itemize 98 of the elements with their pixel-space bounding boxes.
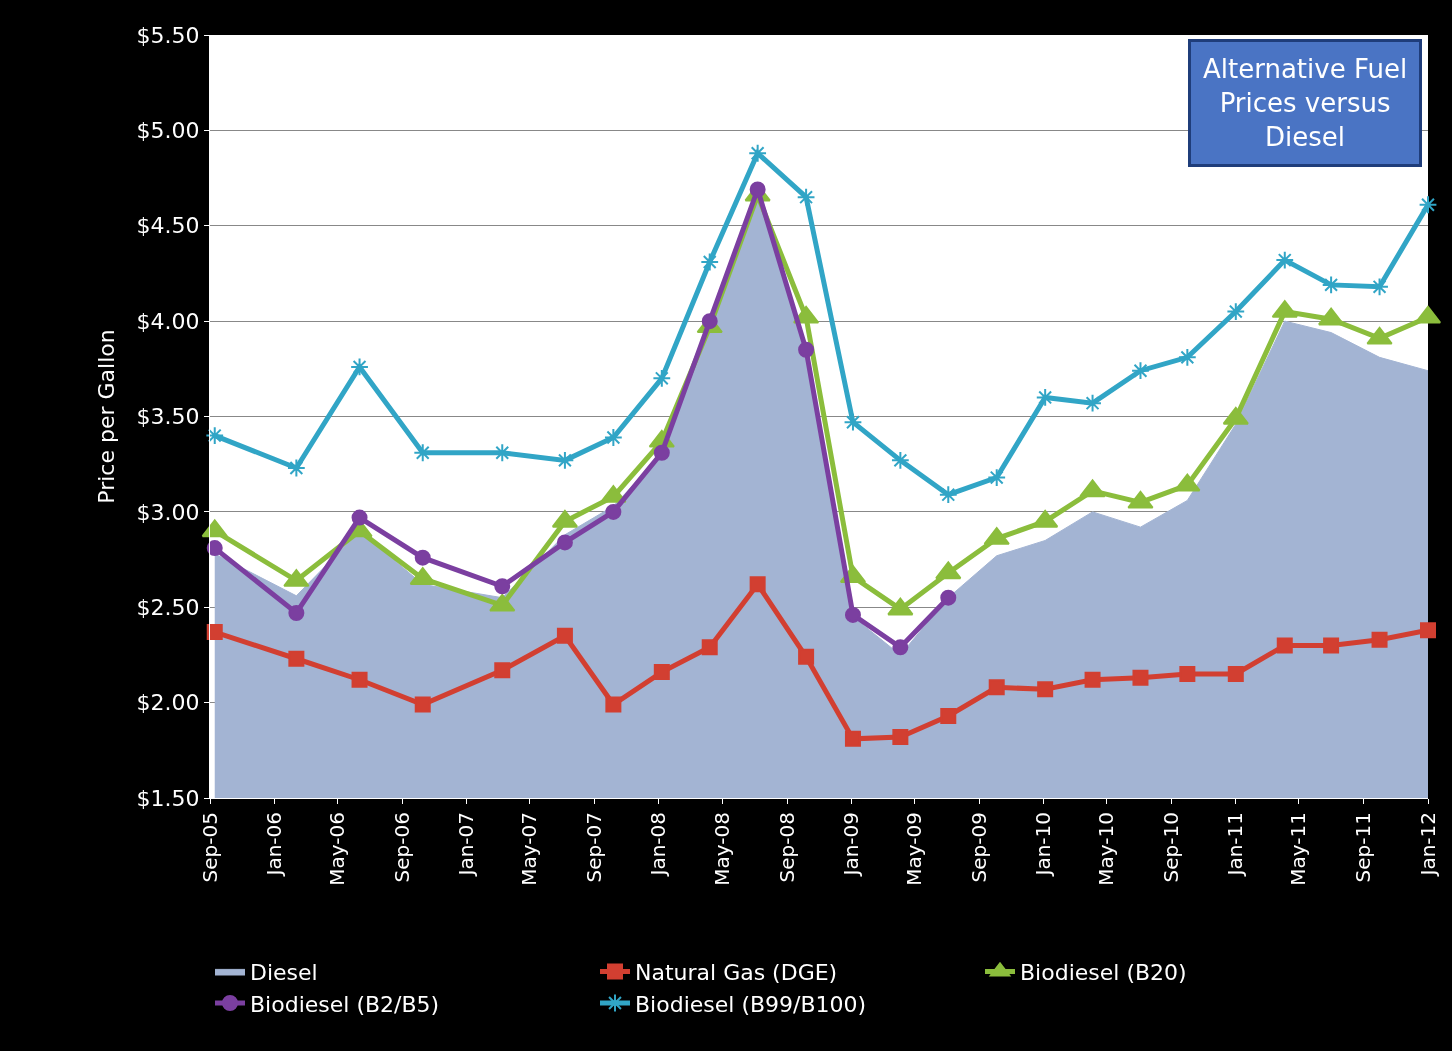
point — [987, 468, 1007, 487]
point — [844, 730, 861, 747]
point — [748, 143, 768, 163]
point — [1276, 637, 1293, 654]
point — [798, 341, 815, 358]
y-tick-label: $5.50 — [136, 22, 200, 48]
point — [749, 576, 766, 593]
point — [938, 485, 958, 505]
point — [1037, 681, 1054, 698]
point — [1035, 388, 1055, 407]
x-tick-label: May-08 — [709, 812, 734, 886]
point — [1227, 666, 1244, 683]
x-tick-label: May-07 — [517, 812, 542, 886]
legend-label: Diesel — [250, 959, 318, 985]
y-tick-label: $4.50 — [136, 213, 200, 239]
x-tick-label: May-06 — [324, 812, 349, 886]
point — [652, 368, 672, 388]
point — [749, 181, 766, 198]
x-tick-label: Jan-11 — [1223, 812, 1248, 878]
legend-label: Biodiesel (B20) — [1020, 959, 1187, 985]
point — [492, 443, 512, 463]
point — [1132, 669, 1149, 686]
point — [701, 639, 718, 656]
point — [1321, 275, 1341, 295]
point — [414, 696, 431, 713]
y-tick-label: $4.00 — [136, 308, 200, 334]
x-tick-label: Sep-08 — [774, 812, 799, 883]
point — [605, 696, 622, 713]
x-tick-label: May-09 — [902, 812, 927, 886]
point — [892, 728, 909, 745]
legend-label: Natural Gas (DGE) — [635, 959, 838, 985]
y-tick-label: $2.00 — [136, 690, 200, 716]
y-tick-label: $2.50 — [136, 594, 200, 620]
point — [288, 650, 305, 667]
point — [890, 450, 910, 470]
point — [1083, 393, 1102, 413]
x-tick-label: May-10 — [1094, 812, 1119, 886]
x-tick-label: Sep-06 — [389, 812, 414, 883]
point — [653, 664, 670, 681]
point — [940, 589, 957, 606]
point — [1131, 361, 1150, 381]
point — [1226, 302, 1246, 321]
point — [700, 252, 720, 272]
point — [653, 444, 670, 461]
point — [1420, 622, 1436, 639]
point — [206, 624, 223, 641]
x-tick-label: Sep-11 — [1351, 812, 1376, 883]
x-tick-label: Sep-09 — [966, 812, 991, 883]
point — [494, 578, 511, 595]
point — [844, 606, 861, 623]
legend-label: Biodiesel (B2/B5) — [250, 991, 440, 1017]
y-tick-label: $1.50 — [136, 785, 200, 811]
point — [1371, 631, 1388, 648]
y-tick-label: $5.00 — [136, 118, 200, 144]
point — [556, 627, 573, 644]
text: Alternative Fuel Prices versus Diesel — [1203, 54, 1408, 152]
point — [940, 707, 957, 724]
point — [1177, 347, 1197, 367]
y-tick-label: $3.00 — [136, 499, 200, 525]
x-tick-label: Jan-07 — [453, 812, 478, 878]
point — [555, 450, 575, 470]
point — [351, 671, 368, 688]
point — [798, 648, 815, 665]
x-tick-label: Jan-06 — [261, 812, 286, 878]
x-tick-label: Jan-09 — [838, 812, 863, 878]
y-axis-title: Price per Gallon — [94, 329, 120, 504]
point — [206, 540, 223, 557]
point — [892, 639, 909, 656]
point — [1370, 277, 1389, 297]
point — [351, 509, 368, 526]
x-tick-label: Jan-12 — [1415, 812, 1440, 878]
x-tick-label: Jan-08 — [646, 812, 671, 878]
point — [494, 662, 511, 679]
point — [1084, 671, 1101, 688]
y-tick-label: $3.50 — [136, 404, 200, 430]
point — [556, 534, 573, 551]
point — [205, 426, 225, 445]
x-tick-label: Sep-10 — [1159, 812, 1184, 883]
point — [413, 443, 433, 463]
point — [1179, 666, 1196, 683]
point — [288, 604, 305, 621]
x-tick-label: Jan-10 — [1031, 812, 1056, 878]
point — [701, 313, 718, 330]
legend-label: Biodiesel (B99/B100) — [635, 991, 867, 1017]
point — [1418, 195, 1438, 215]
x-tick-label: May-11 — [1286, 812, 1311, 886]
point — [796, 187, 816, 207]
point — [414, 549, 431, 566]
x-tick-label: Sep-05 — [197, 812, 222, 883]
x-tick-label: Sep-07 — [581, 812, 606, 883]
point — [603, 428, 623, 447]
point — [1275, 250, 1295, 270]
point — [350, 357, 369, 377]
point — [988, 679, 1005, 696]
point — [605, 503, 622, 520]
point — [286, 458, 306, 478]
point — [843, 412, 863, 432]
point — [1323, 637, 1340, 654]
